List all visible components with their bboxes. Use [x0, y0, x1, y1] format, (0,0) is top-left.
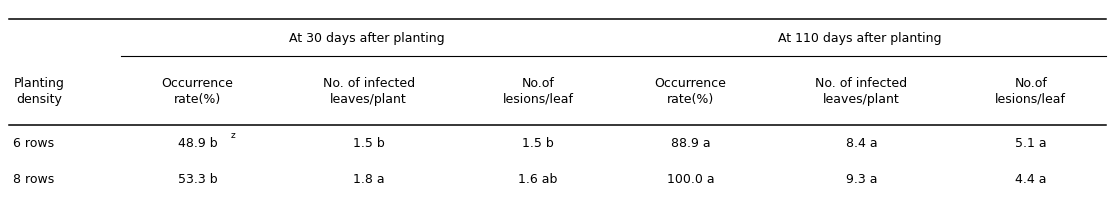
Text: 6 rows: 6 rows [13, 136, 55, 149]
Text: Planting
density: Planting density [13, 77, 65, 105]
Text: No. of infected
leaves/plant: No. of infected leaves/plant [815, 77, 908, 105]
Text: 9.3 a: 9.3 a [845, 172, 878, 185]
Text: 48.9 b: 48.9 b [178, 136, 217, 149]
Text: 5.1 a: 5.1 a [1015, 136, 1047, 149]
Text: No. of infected
leaves/plant: No. of infected leaves/plant [322, 77, 415, 105]
Text: 8 rows: 8 rows [13, 172, 55, 185]
Text: No.of
lesions/leaf: No.of lesions/leaf [996, 77, 1066, 105]
Text: 100.0 a: 100.0 a [667, 172, 715, 185]
Text: Occurrence
rate(%): Occurrence rate(%) [655, 77, 726, 105]
Text: 1.6 ab: 1.6 ab [518, 172, 558, 185]
Text: 1.5 b: 1.5 b [522, 136, 554, 149]
Text: At 30 days after planting: At 30 days after planting [289, 32, 445, 45]
Text: No.of
lesions/leaf: No.of lesions/leaf [503, 77, 573, 105]
Text: 53.3 b: 53.3 b [178, 172, 217, 185]
Text: At 110 days after planting: At 110 days after planting [778, 32, 941, 45]
Text: z: z [231, 131, 236, 140]
Text: 4.4 a: 4.4 a [1015, 172, 1047, 185]
Text: Occurrence
rate(%): Occurrence rate(%) [162, 77, 234, 105]
Text: 88.9 a: 88.9 a [670, 136, 710, 149]
Text: 8.4 a: 8.4 a [845, 136, 878, 149]
Text: 1.5 b: 1.5 b [352, 136, 385, 149]
Text: 1.8 a: 1.8 a [353, 172, 385, 185]
